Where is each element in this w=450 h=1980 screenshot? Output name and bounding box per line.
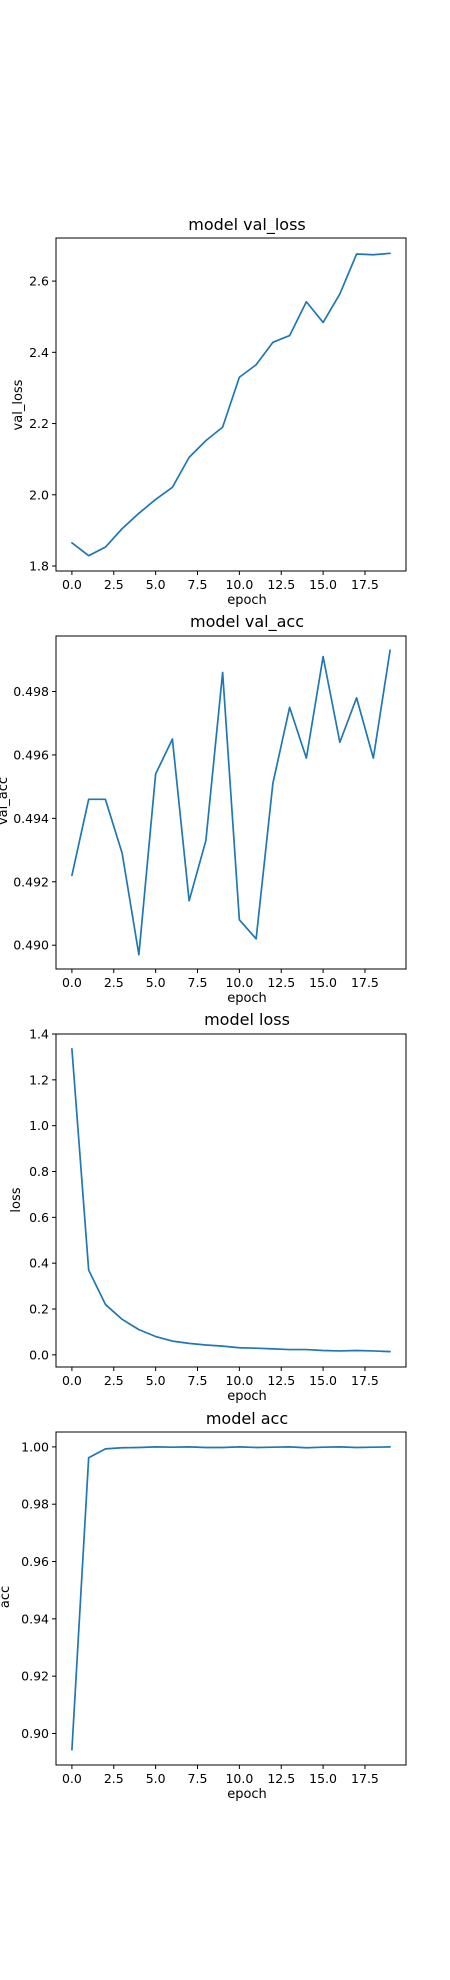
x-tick-label: 17.5	[351, 1373, 379, 1388]
plot-frame	[55, 237, 407, 572]
x-tick-label: 7.5	[188, 975, 208, 990]
x-tick-label: 10.0	[225, 975, 253, 990]
plot-frame	[55, 635, 407, 970]
chart-title: model loss	[204, 1010, 290, 1029]
x-tick-label: 5.0	[146, 975, 166, 990]
chart-panel-acc: model acc epoch acc 0.0 2.5 5.0 7.5 10.0 12.5…	[0, 1409, 407, 1802]
y-tick-label: 0.0	[29, 1347, 49, 1362]
y-axis-label: loss	[9, 1187, 24, 1212]
x-tick-label: 17.5	[351, 577, 379, 592]
chart-title: model val_loss	[188, 215, 306, 235]
x-tick-label: 10.0	[225, 1373, 253, 1388]
x-tick-label: 12.5	[267, 1373, 295, 1388]
x-tick-label: 2.5	[104, 1771, 124, 1786]
chart-panel-val-loss: model val_loss epoch val_loss 0.0 2.5 5.0 7…	[11, 215, 407, 608]
x-tick-label: 0.0	[62, 577, 82, 592]
x-tick-label: 10.0	[225, 1771, 253, 1786]
series-line	[71, 1446, 391, 1751]
y-tick-label: 0.494	[13, 811, 49, 826]
y-tick-label: 1.0	[29, 1118, 49, 1133]
y-tick-label: 0.2	[29, 1302, 49, 1317]
y-tick-label: 0.498	[13, 684, 49, 699]
y-tick-label: 1.2	[29, 1072, 49, 1087]
y-axis-label: val_acc	[0, 777, 11, 825]
x-tick-label: 12.5	[267, 1771, 295, 1786]
x-tick-label: 5.0	[146, 1771, 166, 1786]
chart-title: model val_acc	[190, 612, 304, 632]
series-line	[71, 1048, 391, 1353]
y-tick-label: 0.6	[29, 1210, 49, 1225]
x-tick-label: 15.0	[309, 1771, 337, 1786]
chart-title: model acc	[206, 1409, 288, 1428]
x-tick-label: 12.5	[267, 975, 295, 990]
x-tick-label: 17.5	[351, 1771, 379, 1786]
y-tick-label: 0.90	[21, 1726, 49, 1741]
y-tick-label: 0.496	[13, 747, 49, 762]
y-tick-label: 0.8	[29, 1164, 49, 1179]
x-tick-label: 7.5	[188, 1771, 208, 1786]
x-tick-label: 0.0	[62, 1373, 82, 1388]
y-tick-label: 0.94	[21, 1611, 49, 1626]
y-tick-label: 2.0	[29, 487, 49, 502]
y-tick-label: 2.6	[29, 274, 49, 289]
x-axis-label: epoch	[227, 1389, 267, 1404]
y-tick-label: 0.4	[29, 1256, 49, 1271]
x-tick-label: 15.0	[309, 975, 337, 990]
x-tick-label: 0.0	[62, 1771, 82, 1786]
y-tick-label: 0.96	[21, 1554, 49, 1569]
y-tick-label: 0.490	[13, 938, 49, 953]
series-line	[71, 649, 391, 956]
chart-panel-loss: model loss epoch loss 0.0 2.5 5.0 7.5 10.0 12…	[9, 1010, 407, 1404]
series-line	[71, 252, 391, 557]
x-tick-label: 2.5	[104, 1373, 124, 1388]
plot-frame	[55, 1033, 407, 1368]
x-tick-label: 7.5	[188, 577, 208, 592]
x-tick-label: 7.5	[188, 1373, 208, 1388]
x-tick-label: 17.5	[351, 975, 379, 990]
x-tick-label: 0.0	[62, 975, 82, 990]
plot-frame	[55, 1431, 407, 1766]
x-tick-label: 12.5	[267, 577, 295, 592]
y-axis-label: val_loss	[11, 379, 26, 430]
x-tick-label: 5.0	[146, 577, 166, 592]
x-axis-label: epoch	[227, 593, 267, 608]
x-tick-label: 15.0	[309, 1373, 337, 1388]
x-axis-label: epoch	[227, 991, 267, 1006]
x-axis-label: epoch	[227, 1787, 267, 1802]
y-tick-label: 2.2	[29, 416, 49, 431]
x-tick-label: 2.5	[104, 975, 124, 990]
y-tick-label: 1.00	[21, 1439, 49, 1454]
y-tick-label: 0.92	[21, 1669, 49, 1684]
y-tick-label: 0.492	[13, 874, 49, 889]
y-tick-label: 1.4	[29, 1027, 49, 1042]
x-tick-label: 15.0	[309, 577, 337, 592]
y-axis-label: acc	[0, 1586, 13, 1608]
x-tick-label: 10.0	[225, 577, 253, 592]
x-tick-label: 5.0	[146, 1373, 166, 1388]
x-tick-label: 2.5	[104, 577, 124, 592]
y-tick-label: 2.4	[29, 345, 49, 360]
y-tick-label: 0.98	[21, 1497, 49, 1512]
y-tick-label: 1.8	[29, 559, 49, 574]
chart-panel-val-acc: model val_acc epoch val_acc 0.0 2.5 5.0 7.5…	[0, 612, 407, 1006]
